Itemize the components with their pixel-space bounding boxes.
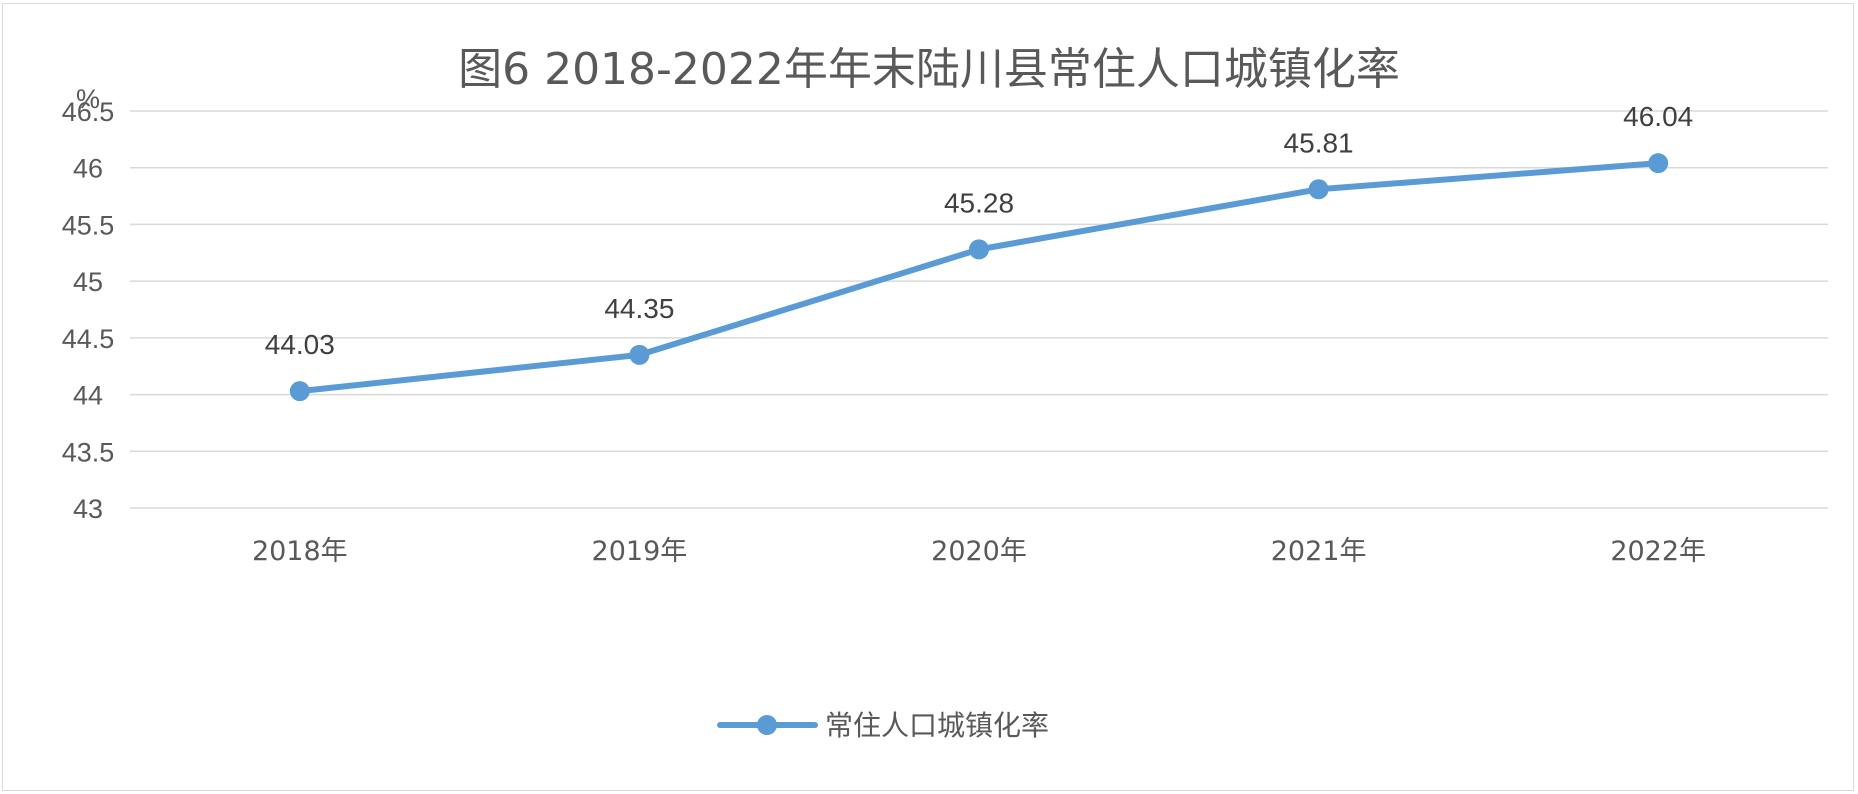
series-line-group [289, 153, 1669, 402]
x-tick-label: 2019年 [592, 536, 688, 567]
y-tick-label: 43.5 [62, 437, 115, 467]
data-labels: 44.03 44.35 45.28 45.81 46.04 [265, 101, 1693, 360]
x-tick-label: 2018年 [252, 536, 348, 567]
data-point [629, 344, 650, 365]
x-axis-ticks: 2018年 2019年 2020年 2021年 2022年 [252, 536, 1706, 567]
x-tick-label: 2020年 [931, 536, 1027, 567]
legend-marker [757, 715, 777, 735]
data-label: 44.03 [265, 329, 335, 360]
y-tick-label: 43 [73, 494, 103, 524]
data-point [969, 239, 989, 260]
y-tick-label: 44.5 [62, 324, 115, 354]
y-axis-ticks: 43 43.5 44 44.5 45 45.5 46 46.5 [62, 97, 115, 524]
data-label: 45.81 [1284, 127, 1354, 158]
legend-label: 常住人口城镇化率 [825, 709, 1049, 742]
data-label: 44.35 [604, 293, 674, 324]
y-tick-label: 46.5 [62, 97, 115, 127]
chart-title: 图6 2018-2022年年末陆川县常住人口城镇化率 [458, 44, 1400, 95]
chart-frame [2, 3, 1854, 791]
x-tick-label: 2021年 [1271, 536, 1367, 567]
data-label: 45.28 [944, 187, 1014, 218]
y-tick-label: 46 [73, 154, 103, 184]
data-point [289, 381, 310, 402]
gridlines [130, 110, 1828, 509]
data-point [1308, 179, 1329, 200]
x-tick-label: 2022年 [1610, 536, 1706, 567]
data-label: 46.04 [1623, 101, 1693, 132]
y-tick-label: 45.5 [62, 210, 115, 240]
legend: 常住人口城镇化率 [717, 709, 1049, 742]
y-tick-label: 44 [73, 381, 103, 411]
data-point [1648, 153, 1669, 174]
y-axis-unit-label: % [76, 84, 100, 114]
y-tick-label: 45 [73, 267, 103, 297]
